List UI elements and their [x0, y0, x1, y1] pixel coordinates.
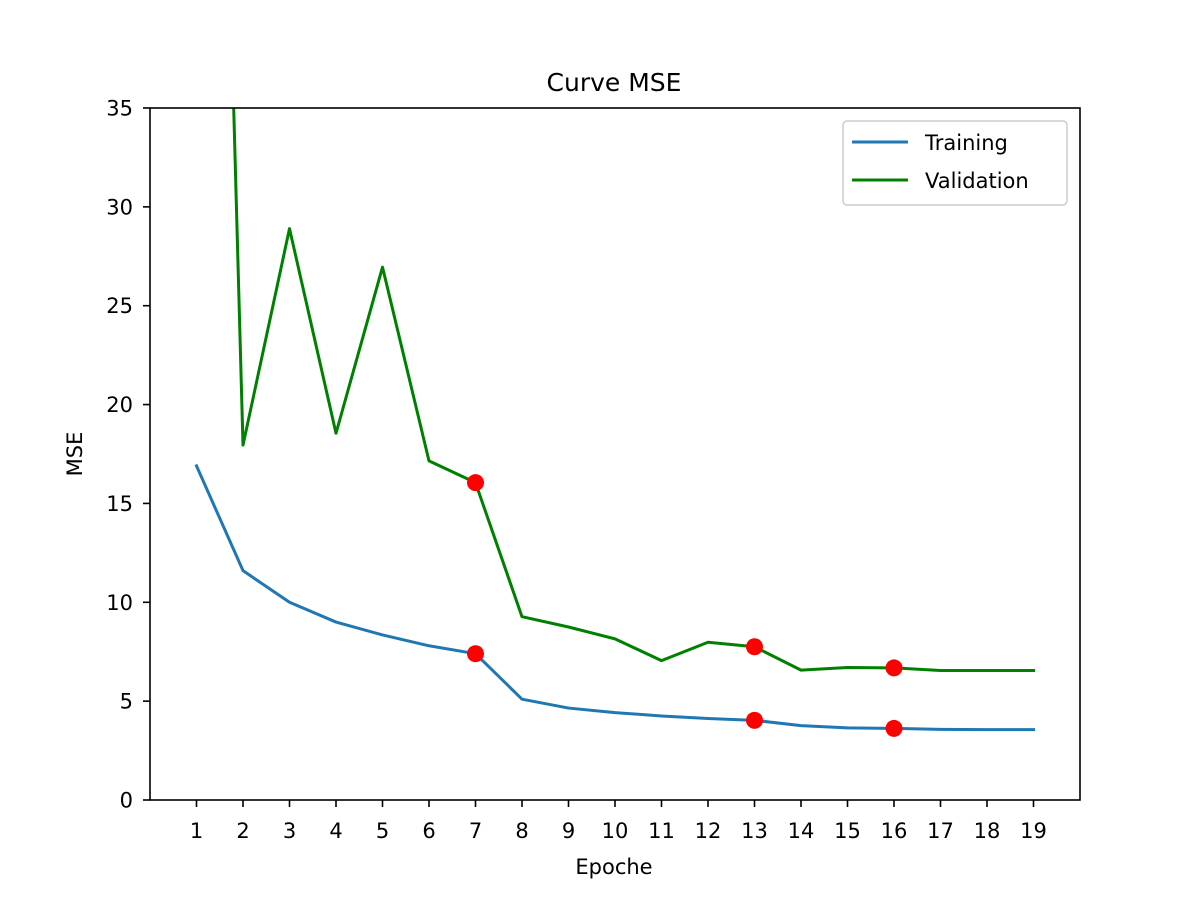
marker-point [885, 659, 903, 677]
x-tick-label: 12 [695, 819, 722, 843]
x-tick-label: 9 [562, 819, 575, 843]
x-tick-label: 15 [834, 819, 861, 843]
x-tick-label: 8 [515, 819, 528, 843]
y-tick-label: 10 [106, 591, 133, 615]
x-tick-label: 11 [648, 819, 675, 843]
axes: 1 2 3 4 5 6 7 8 9 10 11 12 13 14 15 16 17 18 1905101520253… [106, 97, 1081, 843]
chart-title: Curve MSE [547, 68, 682, 97]
x-tick-label: 5 [376, 819, 389, 843]
x-axis-label: Epoche [575, 855, 652, 879]
x-tick-label: 1 [190, 819, 203, 843]
y-tick-label: 35 [106, 97, 133, 121]
legend: Training Validation [842, 120, 1068, 206]
x-tick-label: 4 [329, 819, 342, 843]
x-tick-label: 7 [469, 819, 482, 843]
x-tick-label: 13 [741, 819, 768, 843]
y-tick-label: 30 [106, 195, 133, 219]
marker-point [746, 711, 763, 729]
y-tick-label: 15 [106, 492, 133, 516]
marker-point [746, 638, 763, 656]
y-tick-label: 0 [120, 789, 133, 813]
plot-area [194, 108, 1035, 737]
x-tick-label: 17 [927, 819, 954, 843]
y-axis-label: MSE [63, 432, 87, 477]
y-tick-label: 25 [106, 294, 133, 318]
y-tick-label: 20 [106, 393, 133, 417]
marker-point [885, 719, 903, 737]
x-tick-label: 14 [788, 819, 815, 843]
x-tick-label: 6 [422, 819, 435, 843]
legend-label-training: Training [924, 131, 1008, 155]
x-tick-label: 10 [602, 819, 629, 843]
x-tick-label: 2 [236, 819, 249, 843]
legend-label-validation: Validation [925, 169, 1029, 193]
x-tick-label: 18 [974, 819, 1001, 843]
x-tick-label: 3 [283, 819, 296, 843]
plot-frame [149, 107, 1081, 801]
series-line-training [194, 463, 1035, 732]
x-tick-label: 19 [1020, 819, 1047, 843]
x-tick-label: 16 [881, 819, 908, 843]
marker-point [467, 645, 484, 663]
marker-point [467, 474, 484, 492]
y-tick-label: 5 [120, 690, 133, 714]
